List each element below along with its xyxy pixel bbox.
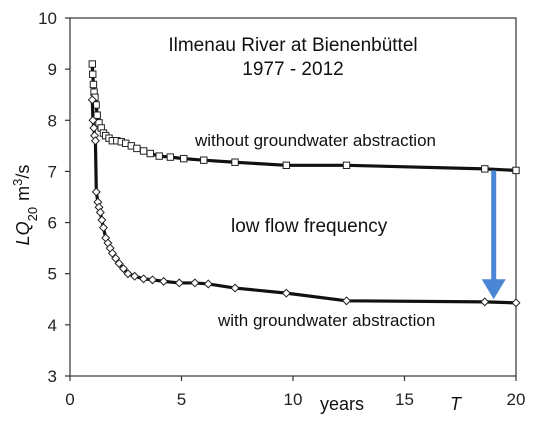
- data-point-square: [231, 158, 239, 166]
- y-label-sub: 20: [25, 207, 40, 221]
- x-tick-label: 5: [177, 390, 186, 409]
- data-point-square: [166, 153, 175, 161]
- data-point-square: [512, 166, 520, 175]
- x-axis-variable: T: [450, 394, 463, 414]
- x-tick-label: 0: [65, 390, 74, 409]
- x-tick-label: 15: [395, 390, 414, 409]
- data-point-square: [88, 60, 96, 68]
- y-axis-ticks: 3 4 5 6 7 8 9 10: [38, 9, 70, 386]
- data-point-square: [89, 80, 98, 89]
- data-point-diamond: [130, 271, 140, 281]
- y-label-main: LQ: [13, 221, 33, 245]
- data-point-diamond: [95, 207, 105, 217]
- data-point-square: [133, 144, 141, 153]
- data-point-diamond: [111, 253, 121, 263]
- data-point-diamond: [190, 278, 200, 288]
- x-tick-label: 20: [507, 390, 526, 409]
- x-tick-label: 10: [284, 390, 303, 409]
- data-point-square: [155, 152, 163, 160]
- data-point-diamond: [230, 283, 240, 293]
- data-point-diamond: [107, 248, 117, 258]
- annotation-upper: without groundwater abstraction: [194, 131, 436, 150]
- arrow-head: [481, 279, 506, 300]
- data-point-diamond: [91, 187, 101, 197]
- data-point-diamond: [119, 264, 129, 274]
- y-tick-label: 9: [48, 60, 57, 79]
- data-point-diamond: [90, 136, 100, 146]
- data-point-square: [89, 70, 97, 78]
- data-point-square: [200, 156, 208, 164]
- annotation-middle: low flow frequency: [231, 216, 388, 237]
- data-point-diamond: [511, 298, 521, 308]
- data-point-square: [342, 161, 351, 169]
- y-label-unit-end: /s: [13, 165, 33, 179]
- series-layer: [87, 60, 521, 308]
- y-tick-label: 8: [48, 111, 57, 130]
- data-point-diamond: [123, 269, 133, 279]
- y-label-unit: m: [13, 186, 33, 201]
- y-label-sup: 3: [10, 179, 25, 186]
- chart-title-line-1: Ilmenau River at Bienenbüttel: [168, 35, 417, 56]
- data-point-square: [481, 165, 489, 173]
- annotation-lower: with groundwater abstraction: [217, 311, 435, 330]
- data-point-diamond: [203, 279, 213, 289]
- data-point-square: [282, 161, 291, 169]
- data-point-square: [93, 111, 101, 119]
- data-point-diamond: [159, 276, 169, 286]
- data-point-diamond: [480, 297, 490, 307]
- y-tick-label: 5: [48, 265, 57, 284]
- y-axis-label: LQ20 m3/s: [10, 165, 40, 246]
- data-point-square: [139, 147, 148, 155]
- data-point-diamond: [98, 223, 108, 233]
- y-tick-label: 7: [48, 162, 57, 181]
- y-tick-label: 4: [48, 316, 57, 335]
- data-point-diamond: [97, 215, 107, 225]
- x-axis-ticks: 0 5 10 15 20: [65, 376, 525, 409]
- data-point-diamond: [88, 115, 98, 125]
- data-point-diamond: [281, 288, 291, 298]
- data-point-diamond: [342, 296, 352, 306]
- data-point-diamond: [87, 95, 97, 105]
- y-tick-label: 6: [48, 214, 57, 233]
- data-point-diamond: [139, 274, 149, 284]
- x-axis-label: years: [320, 394, 364, 414]
- data-point-diamond: [174, 278, 184, 288]
- chart-title-line-2: 1977 - 2012: [242, 59, 343, 80]
- data-point-diamond: [148, 275, 158, 285]
- data-point-square: [146, 149, 154, 158]
- data-point-diamond: [114, 258, 124, 268]
- data-point-square: [180, 154, 188, 163]
- y-tick-label: 10: [38, 9, 57, 28]
- y-tick-label: 3: [48, 367, 57, 386]
- data-point-diamond: [89, 123, 99, 133]
